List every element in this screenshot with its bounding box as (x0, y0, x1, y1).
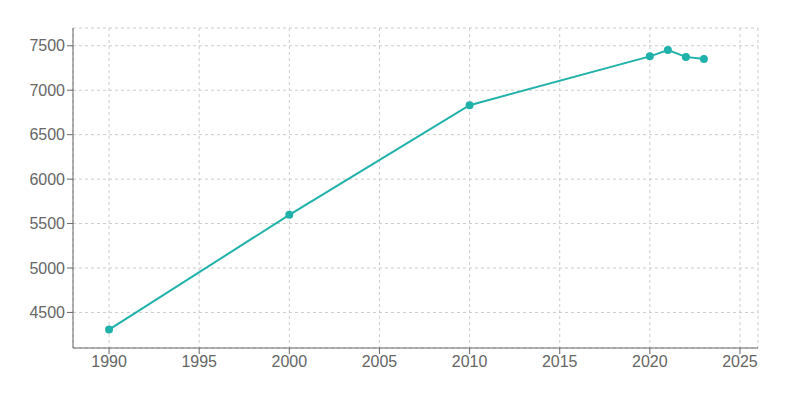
svg-text:1995: 1995 (181, 353, 217, 370)
svg-text:2015: 2015 (542, 353, 578, 370)
svg-text:6000: 6000 (29, 171, 65, 188)
svg-text:7000: 7000 (29, 82, 65, 99)
svg-text:2010: 2010 (452, 353, 488, 370)
svg-text:2025: 2025 (722, 353, 758, 370)
svg-text:6500: 6500 (29, 126, 65, 143)
svg-text:2000: 2000 (272, 353, 308, 370)
svg-text:5500: 5500 (29, 215, 65, 232)
svg-text:2020: 2020 (632, 353, 668, 370)
svg-text:4500: 4500 (29, 304, 65, 321)
svg-text:2005: 2005 (362, 353, 398, 370)
svg-text:5000: 5000 (29, 260, 65, 277)
svg-text:1990: 1990 (91, 353, 127, 370)
svg-text:7500: 7500 (29, 37, 65, 54)
